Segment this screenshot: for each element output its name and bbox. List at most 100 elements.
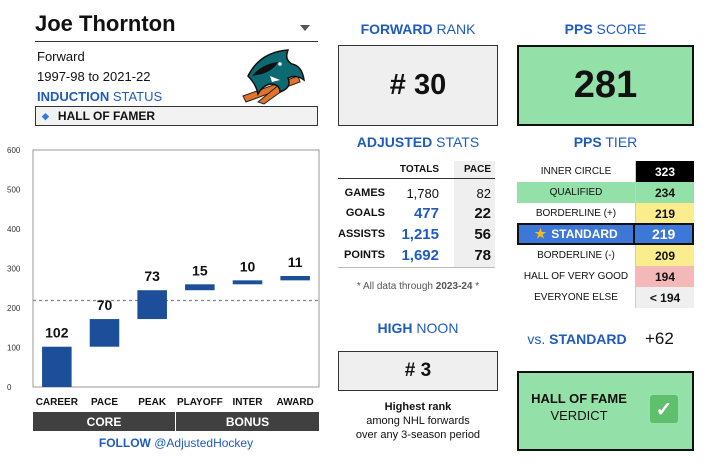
checkmark-icon: ✓ — [650, 395, 678, 423]
stat-total: 1,692 — [401, 246, 439, 264]
y-tick-label: 300 — [7, 265, 21, 274]
stats-row-assists: ASSISTS 1,215 56 — [338, 224, 495, 244]
player-position: Forward — [37, 49, 85, 64]
data-label-inter: 10 — [240, 258, 256, 274]
tier-row-borderline-plus: BORDERLINE (+) 219 — [517, 203, 694, 224]
data-label-career: 102 — [45, 325, 69, 341]
tier-name: EVERYONE ELSE — [517, 287, 636, 308]
player-years: 1997-98 to 2021-22 — [37, 69, 151, 84]
forward-rank-header-bold: FORWARD — [360, 21, 433, 37]
pps-score-header-rest: SCORE — [592, 21, 647, 37]
tier-row-inner-circle: INNER CIRCLE 323 — [517, 161, 694, 182]
tier-name-text: STANDARD — [551, 227, 618, 241]
stats-header-divider — [338, 178, 495, 179]
induction-label-bold: INDUCTION — [37, 89, 110, 104]
induction-label-rest: STATUS — [109, 89, 163, 104]
player-name: Joe Thornton — [35, 11, 176, 36]
high-noon-header-bold: HIGH — [377, 320, 413, 336]
tier-value: 194 — [636, 266, 694, 287]
tier-value: 323 — [636, 161, 694, 182]
stat-label: ASSISTS — [338, 228, 386, 240]
tier-value: 209 — [636, 245, 694, 266]
high-noon-header-rest: NOON — [412, 320, 459, 336]
star-icon: ★ — [534, 226, 547, 241]
stats-row-goals: GOALS 477 22 — [338, 203, 495, 223]
follow-link[interactable]: FOLLOW @AdjustedHockey — [33, 436, 319, 450]
bar-pace — [89, 319, 120, 347]
vs-pre: vs. — [527, 331, 550, 347]
data-note: * All data through 2023-24 * — [338, 281, 498, 292]
high-noon-desc-title: Highest rank — [384, 401, 452, 413]
high-noon-desc-line3: over any 3-season period — [355, 429, 481, 441]
tier-row-everyone-else: EVERYONE ELSE < 194 — [517, 287, 694, 308]
data-label-award: 11 — [288, 254, 303, 270]
tier-name: HALL OF VERY GOOD — [517, 266, 636, 287]
stats-header-row: TOTALS PACE — [338, 161, 495, 178]
forward-rank-value: # 30 — [338, 45, 498, 126]
x-axis: CAREER PACE PEAK PLAYOFF INTER AWARD — [36, 397, 314, 408]
stats-row-points: POINTS 1,692 78 — [338, 245, 495, 265]
totals-column-header: TOTALS — [399, 164, 439, 175]
x-tick-label: AWARD — [277, 397, 314, 408]
pps-score-header-bold: PPS — [564, 21, 593, 37]
x-tick-label: PEAK — [138, 397, 167, 408]
adjusted-stats-header-bold: ADJUSTED — [356, 134, 433, 150]
verdict-title: HALL OF FAME — [531, 391, 627, 406]
tier-name: QUALIFIED — [517, 182, 636, 203]
y-tick-label: 100 — [7, 344, 21, 353]
y-tick-label: 600 — [7, 146, 21, 155]
data-label-pace: 70 — [97, 297, 113, 313]
stat-total: 477 — [413, 204, 439, 222]
bar-playoff — [185, 284, 215, 291]
data-label-peak: 73 — [144, 268, 160, 284]
high-noon-description: Highest rank among NHL forwards over any… — [338, 400, 498, 442]
stat-pace: 78 — [474, 246, 491, 264]
pps-score-value: 281 — [517, 45, 694, 126]
adjusted-stats-header-rest: STATS — [432, 134, 480, 150]
team-logo-icon — [242, 49, 305, 105]
diamond-icon: ◆ — [42, 110, 49, 121]
follow-bold: FOLLOW — [98, 436, 151, 450]
note-post: * — [472, 281, 480, 292]
tier-value: 219 — [635, 225, 692, 243]
vs-standard-value: +62 — [645, 329, 674, 348]
group-bonus-label: BONUS — [225, 414, 270, 429]
stat-label: GOALS — [345, 207, 385, 219]
tier-row-borderline-minus: BORDERLINE (-) 209 — [517, 245, 694, 266]
player-select-chevron-down-icon[interactable] — [300, 25, 310, 31]
stat-total: 1,780 — [406, 185, 439, 201]
stat-pace: 22 — [474, 204, 491, 222]
stat-label: GAMES — [344, 187, 385, 199]
bar-peak — [137, 290, 167, 320]
tier-name: BORDERLINE (+) — [517, 203, 636, 224]
adjusted-stats-table: TOTALS PACE GAMES 1,780 82 GOALS 477 22 … — [338, 161, 495, 267]
category-group-bar: CORE BONUS — [33, 412, 319, 431]
high-noon-desc-line2: among NHL forwards — [366, 415, 470, 427]
stats-row-games: GAMES 1,780 82 — [338, 183, 495, 203]
tier-name-standard: ★ STANDARD — [519, 225, 636, 243]
status-text: HALL OF FAMER — [57, 109, 156, 123]
stats-bottom-divider — [338, 267, 495, 268]
pps-tier-header: PPS TIER — [517, 134, 694, 150]
forward-rank-header: FORWARD RANK — [338, 21, 498, 37]
y-tick-label: 0 — [7, 383, 12, 392]
high-noon-header: HIGH NOON — [338, 320, 498, 336]
hof-verdict-box: HALL OF FAME VERDICT ✓ — [517, 371, 694, 451]
y-tick-label: 400 — [7, 225, 21, 234]
bar-career — [42, 346, 72, 387]
pps-tier-header-bold: PPS — [573, 134, 602, 150]
tier-value: 234 — [636, 182, 694, 203]
vs-standard: STANDARD — [549, 331, 627, 347]
stat-pace: 82 — [476, 185, 491, 201]
tier-row-hall-of-very-good: HALL OF VERY GOOD 194 — [517, 266, 694, 287]
pps-score-header: PPS SCORE — [517, 21, 694, 37]
x-tick-label: PLAYOFF — [177, 397, 223, 408]
induction-status-label: INDUCTION STATUS — [37, 89, 162, 104]
pps-tier-header-rest: TIER — [601, 134, 638, 150]
pps-waterfall-chart: 0 100 200 300 400 500 600 102 70 73 15 10 11 CAREER… — [7, 146, 320, 408]
pace-column-header: PACE — [463, 164, 491, 175]
tier-value: 219 — [636, 203, 694, 224]
data-labels: 102 70 73 15 10 11 — [45, 254, 303, 341]
x-tick-label: CAREER — [36, 397, 79, 408]
tier-row-qualified: QUALIFIED 234 — [517, 182, 694, 203]
